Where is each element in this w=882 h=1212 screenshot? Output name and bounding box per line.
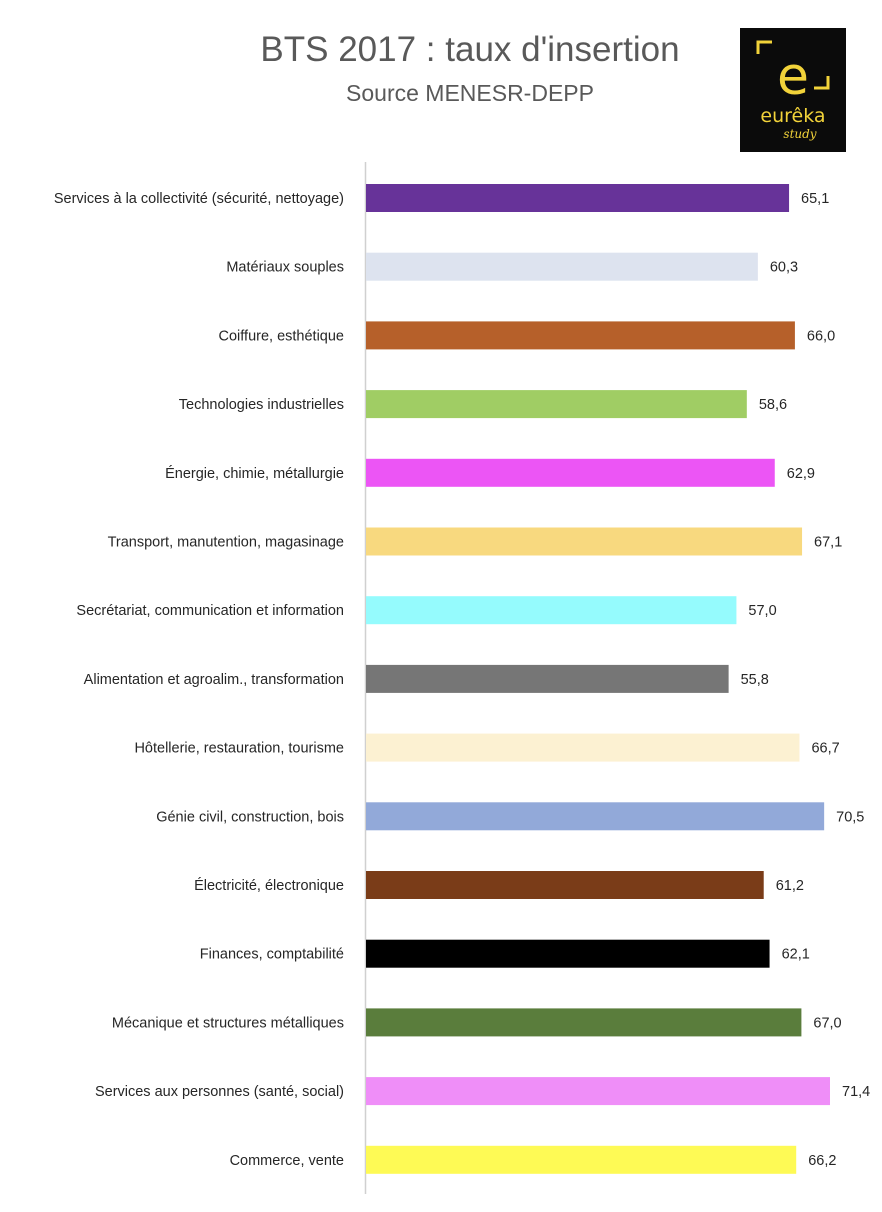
- bar: [366, 252, 758, 281]
- value-label: 60,3: [770, 260, 798, 276]
- bar: [366, 184, 790, 212]
- value-label: 66,7: [811, 741, 839, 757]
- value-label: 71,4: [842, 1084, 870, 1100]
- value-label: 62,9: [787, 466, 815, 482]
- logo-tagline: study: [783, 127, 816, 141]
- bar-chart: Services à la collectivité (sécurité, ne…: [54, 162, 870, 1194]
- value-label: 67,1: [814, 535, 842, 551]
- bar: [366, 458, 775, 487]
- value-label: 66,2: [808, 1153, 836, 1169]
- category-label: Électricité, électronique: [194, 877, 344, 894]
- bar: [366, 1145, 797, 1174]
- logo-name: eurêka: [760, 105, 825, 127]
- category-label: Matériaux souples: [226, 260, 344, 276]
- value-label: 67,0: [813, 1015, 841, 1031]
- category-label: Finances, comptabilité: [200, 947, 344, 963]
- category-label: Technologies industrielles: [179, 397, 344, 413]
- bar: [366, 939, 770, 968]
- category-label: Alimentation et agroalim., transformatio…: [84, 672, 344, 688]
- bar: [366, 733, 800, 762]
- category-label: Services à la collectivité (sécurité, ne…: [54, 191, 344, 207]
- value-label: 70,5: [836, 809, 864, 825]
- value-label: 65,1: [801, 191, 829, 207]
- category-label: Mécanique et structures métalliques: [112, 1015, 344, 1031]
- bar: [366, 321, 795, 350]
- category-label: Transport, manutention, magasinage: [108, 535, 344, 551]
- category-label: Secrétariat, communication et informatio…: [76, 603, 344, 619]
- category-label: Commerce, vente: [230, 1153, 344, 1169]
- value-label: 55,8: [741, 672, 769, 688]
- category-label: Coiffure, esthétique: [219, 328, 344, 344]
- bar: [366, 664, 729, 693]
- logo-letter: e: [777, 47, 809, 107]
- value-label: 57,0: [748, 603, 776, 619]
- value-label: 66,0: [807, 328, 835, 344]
- category-label: Services aux personnes (santé, social): [95, 1084, 344, 1100]
- category-label: Énergie, chimie, métallurgie: [165, 465, 344, 482]
- value-label: 58,6: [759, 397, 787, 413]
- value-label: 61,2: [776, 878, 804, 894]
- category-label: Génie civil, construction, bois: [156, 809, 344, 825]
- bar-group: Services à la collectivité (sécurité, ne…: [54, 184, 870, 1174]
- bar: [366, 802, 825, 831]
- eureka-study-logo: e eurêka study: [740, 28, 846, 152]
- bar: [366, 1008, 802, 1037]
- bar: [366, 390, 747, 419]
- category-label: Hôtellerie, restauration, tourisme: [134, 741, 344, 757]
- bar: [366, 527, 803, 556]
- chart-subtitle: Source MENESR-DEPP: [346, 80, 594, 106]
- bar: [366, 596, 737, 625]
- bar: [366, 871, 764, 899]
- chart-title: BTS 2017 : taux d'insertion: [260, 30, 680, 69]
- bar: [366, 1077, 830, 1106]
- value-label: 62,1: [782, 947, 810, 963]
